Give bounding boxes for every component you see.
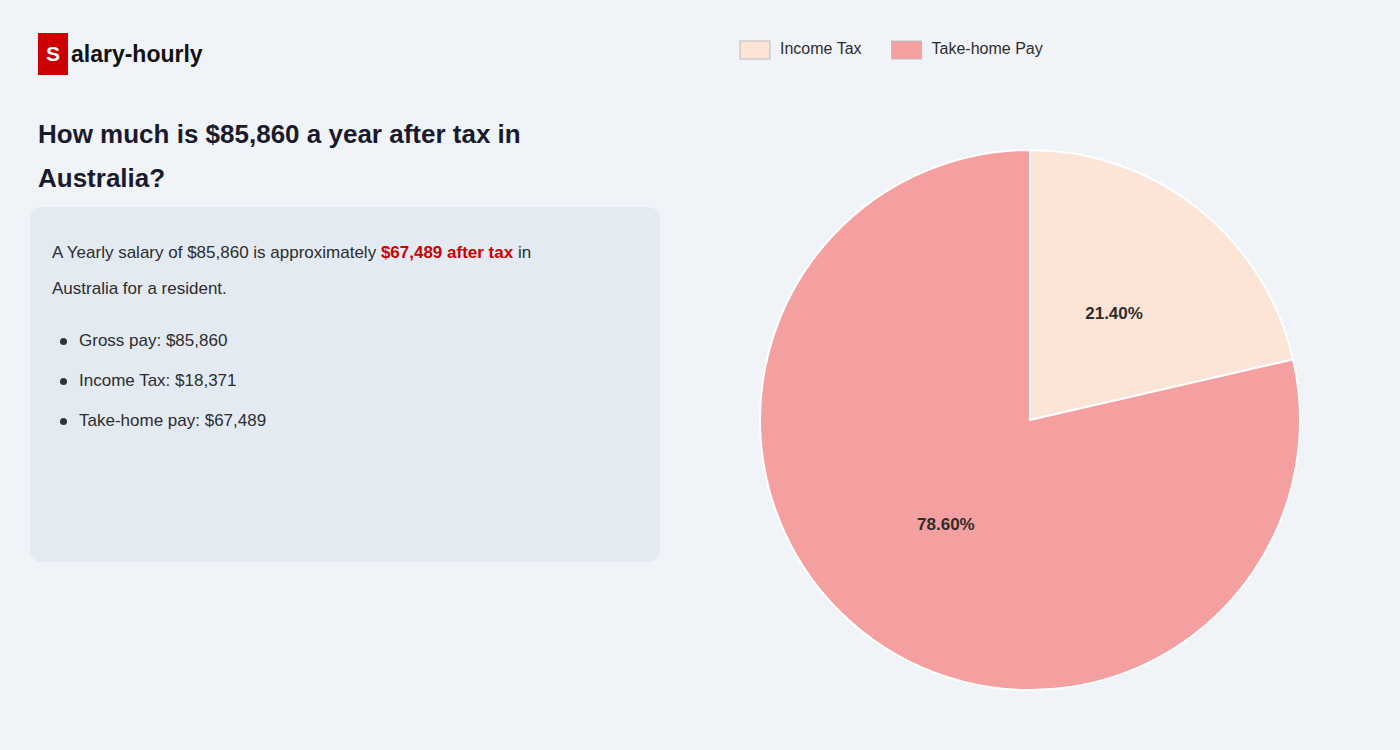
page: {"chart_data": {"type": "pie", "title": … <box>0 0 1400 750</box>
legend-swatch <box>740 41 770 59</box>
info-box: A Yearly salary of $85,860 is approximat… <box>30 207 660 562</box>
bullet-dot <box>60 378 67 385</box>
bullet-dot <box>60 338 67 345</box>
data-label: 78.60% <box>917 515 975 534</box>
box-line: Australia for a resident. <box>52 277 227 301</box>
logo-text: alary-hourly <box>71 41 203 68</box>
title-line: How much is $85,860 a year after tax in <box>38 112 521 156</box>
bullet-item: Take-home pay: $67,489 <box>60 409 266 433</box>
box-line: A Yearly salary of $85,860 is approximat… <box>52 241 531 265</box>
slices <box>760 150 1300 690</box>
bullet-text: Gross pay: $85,860 <box>79 329 227 353</box>
bullet-item: Income Tax: $18,371 <box>60 369 237 393</box>
data-labels: 21.40% 78.60% <box>917 304 1143 534</box>
legend: Income Tax Take-home Pay <box>740 40 1043 59</box>
box-text: A Yearly salary of $85,860 is approximat… <box>52 243 381 262</box>
text-panel: Salary-hourly How much is $85,860 a year … <box>0 0 700 750</box>
bullet-dot <box>60 418 67 425</box>
bullet-item: Gross pay: $85,860 <box>60 329 227 353</box>
legend-label: Income Tax <box>780 40 862 57</box>
legend-swatch <box>892 41 922 59</box>
box-highlight: $67,489 after tax <box>381 243 513 262</box>
logo-letter: S <box>38 33 68 75</box>
title-line: Australia? <box>38 156 521 200</box>
pie-slice <box>760 150 1300 690</box>
box-text: in <box>513 243 531 262</box>
pie-chart: 21.40% 78.60% Income Tax Take-home Pay <box>700 0 1400 750</box>
legend-label: Take-home Pay <box>932 40 1043 57</box>
data-label: 21.40% <box>1085 304 1143 323</box>
bullet-text: Income Tax: $18,371 <box>79 369 237 393</box>
bullet-text: Take-home pay: $67,489 <box>79 409 266 433</box>
title: How much is $85,860 a year after tax inA… <box>38 112 521 200</box>
logo: Salary-hourly <box>38 33 203 75</box>
